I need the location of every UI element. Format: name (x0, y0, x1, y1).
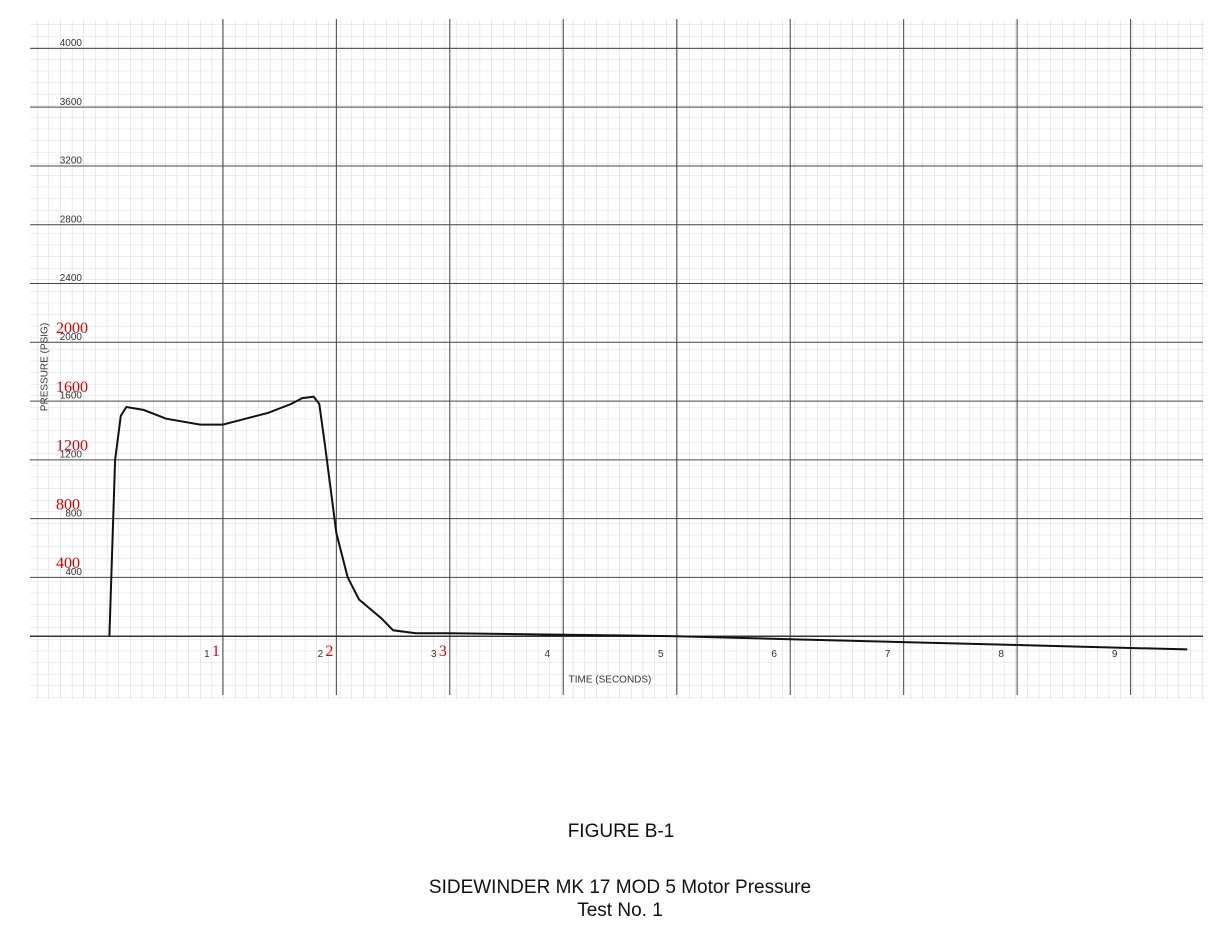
x-tick-label: 4 (544, 649, 550, 660)
figure-subtitle: Test No. 1 (577, 900, 663, 921)
y-tick-label: 1600 (60, 391, 83, 402)
x-tick-label: 6 (771, 649, 777, 660)
y-tick-label: 2400 (60, 273, 83, 284)
y-tick-label: 2000 (60, 332, 83, 343)
x-tick-label: 8 (998, 649, 1004, 660)
y-axis-label: PRESSURE (PSIG) (40, 323, 51, 411)
x-tick-label: 3 (431, 649, 437, 660)
y-tick-label: 3600 (60, 97, 83, 108)
figure-subtitle: SIDEWINDER MK 17 MOD 5 Motor Pressure (429, 877, 811, 898)
overlay-y-label: 1600 (56, 379, 88, 396)
overlay-x-label: 2 (325, 643, 333, 660)
y-tick-label: 4000 (60, 38, 83, 49)
y-tick-label: 800 (65, 508, 82, 519)
overlay-y-label: 1200 (56, 438, 88, 455)
chart-paper (30, 20, 1205, 700)
y-tick-label: 1200 (60, 450, 83, 461)
y-tick-label: 2800 (60, 214, 83, 225)
x-tick-label: 2 (318, 649, 324, 660)
y-tick-label: 3200 (60, 156, 83, 167)
overlay-x-label: 1 (212, 643, 220, 660)
overlay-y-label: 400 (56, 555, 80, 572)
x-tick-label: 7 (885, 649, 891, 660)
figure-title: FIGURE B-1 (568, 821, 675, 842)
overlay-x-label: 3 (439, 643, 447, 660)
y-tick-label: 400 (65, 567, 82, 578)
x-axis-label: TIME (SECONDS) (569, 675, 652, 686)
x-tick-label: 1 (204, 649, 210, 660)
pressure-trace (108, 395, 1188, 651)
x-tick-label: 9 (1112, 649, 1118, 660)
overlay-y-label: 2000 (56, 320, 88, 337)
x-tick-label: 5 (658, 649, 664, 660)
overlay-y-label: 800 (56, 496, 80, 513)
